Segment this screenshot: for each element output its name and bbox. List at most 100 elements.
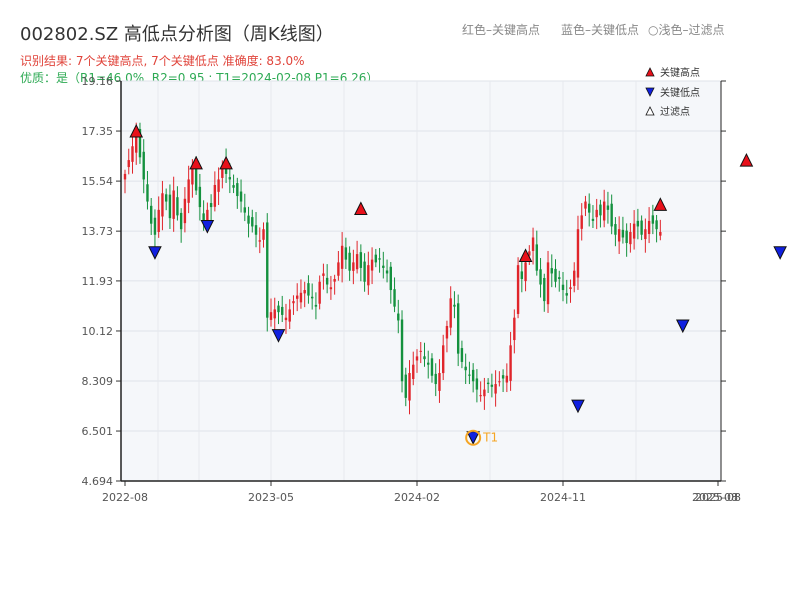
candle-body [213,184,217,207]
result-line: 识别结果: 7个关键高点, 7个关键低点 准确度: 83.0% [20,54,305,68]
y-tick-label: 10.12 [82,325,114,338]
legend-light-label: 浅色–过滤点 [658,23,725,37]
key-high-marker [354,201,368,215]
candle-body [198,186,202,208]
candle-body [404,374,407,398]
candle-body [490,384,494,387]
candle-body [221,165,224,178]
candle-body [382,265,385,268]
candle-body [307,283,310,296]
candle-body [535,244,538,271]
candle-body [468,374,471,376]
candle-body [486,382,490,385]
x-tick-label: 2023-05 [248,491,294,504]
candle-body [363,261,366,282]
candle-body [550,268,553,274]
candle-body [247,215,250,224]
legend-filtered-icon [645,106,655,116]
candle-body [430,358,434,376]
candle-body [262,229,265,240]
legend-low-icon [645,87,655,97]
y-tick-label: 4.694 [82,475,114,488]
candle-body [206,209,209,223]
legend-red-text: 红色–关键高点 [462,23,541,37]
candle-body [636,220,640,227]
candle-body [325,277,329,285]
candle-body [531,237,535,251]
key-high-marker [518,248,533,262]
y-tick-label: 6.501 [82,425,114,438]
candle-body [131,146,134,162]
candle-body [138,129,142,158]
candle-body [415,356,419,361]
candle-body [277,305,280,313]
candle-body [509,345,512,381]
legend-low-label: 关键低点 [660,86,700,99]
candle-body [239,191,243,202]
candle-body [434,373,437,385]
legend-blue-text: 蓝色–关键低点 [561,23,640,37]
candle-body [647,220,651,234]
candle-body [243,207,246,213]
legend-filtered-label: 过滤点 [660,105,690,118]
candle-body [651,215,655,224]
candle-body [449,298,452,328]
candle-body [483,389,486,397]
candle-body [629,231,632,245]
y-tick-label: 15.54 [82,175,114,188]
candle-body [442,345,445,374]
legend-high-label: 关键高点 [660,66,700,79]
candle-body [127,160,130,168]
candle-body [157,209,160,232]
key-low-marker [148,246,162,260]
candle-body [348,252,351,271]
candles [123,122,662,415]
candle-body [303,290,306,294]
candle-body [569,287,572,290]
x-tick-label: 2024-11 [540,491,586,504]
key-high-marker [739,152,754,167]
candle-body [445,325,449,339]
candle-body [194,163,198,191]
candle-body [412,364,415,379]
candle-body [374,254,378,263]
chart-title: 002802.SZ 高低点分析图（周K线图） [20,24,334,45]
candle-body [329,287,333,290]
candle-body [408,372,411,401]
t1-label: T1 [482,431,498,445]
candle-body [284,317,288,321]
candle-body [370,259,374,271]
candle-body [539,269,542,285]
candle-body [427,362,430,365]
key-low-marker [200,219,215,234]
candle-body [228,177,232,180]
candle-body [561,284,565,291]
candle-body [273,309,276,319]
candle-body [187,179,190,203]
candle-body [419,350,422,352]
y-tick-label: 11.93 [82,275,114,288]
candle-body [258,240,261,242]
candle-body [146,184,149,202]
candle-body [340,245,344,269]
x-tick-label: 2022-08 [102,491,148,504]
candle-body [318,281,321,304]
candle-body [528,251,531,256]
legend-light-text: ○浅色–过滤点 [648,21,725,38]
candle-body [584,201,587,209]
candle-body [389,266,392,291]
candle-body [385,270,389,274]
candle-body [516,265,520,314]
candle-body [524,262,527,282]
candle-body [438,372,441,391]
candle-body [632,223,636,239]
candle-body [591,218,595,221]
candle-body [606,205,610,210]
candle-body [367,265,370,286]
candle-body [520,271,524,279]
candle-body [191,168,194,185]
candle-body [217,179,220,192]
candle-body [644,229,647,240]
candle-body [640,220,643,235]
candle-body [209,203,213,208]
